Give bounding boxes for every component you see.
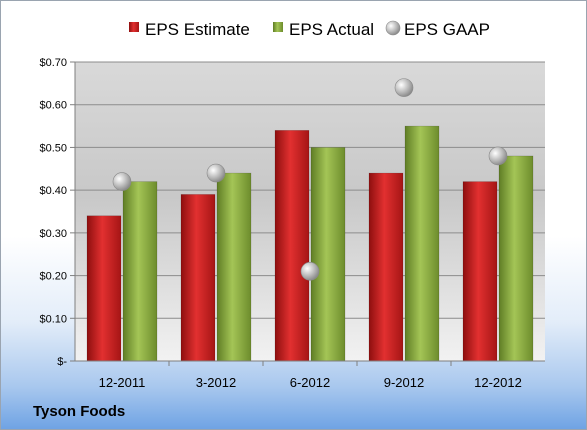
legend: EPS Estimate EPS Actual EPS GAAP	[129, 20, 490, 39]
bar-eps-actual	[216, 172, 252, 362]
point-eps-gaap	[112, 172, 132, 191]
bar-eps-estimate	[462, 181, 498, 362]
company-name: Tyson Foods	[33, 403, 126, 420]
legend-label: EPS Estimate	[145, 20, 250, 39]
legend-swatch-actual	[273, 22, 283, 32]
bar-eps-estimate	[274, 130, 310, 362]
x-axis: 12-2011 3-2012 6-2012 9-2012 12-2012	[75, 360, 545, 390]
x-tick-label: 3-2012	[196, 375, 236, 390]
y-tick-label: $0.70	[39, 57, 67, 69]
y-tick-label: $0.10	[39, 313, 67, 325]
y-axis: $- $0.10 $0.20 $0.30 $0.40 $0.50 $0.60 $0.70	[39, 57, 76, 368]
point-eps-gaap	[300, 261, 320, 281]
bar-eps-actual	[498, 155, 534, 362]
bar-eps-actual	[404, 125, 440, 362]
point-eps-gaap	[206, 163, 226, 183]
y-tick-label: $0.30	[39, 228, 67, 240]
bar-eps-actual	[310, 147, 346, 362]
bar-eps-actual	[122, 181, 158, 362]
point-eps-gaap	[488, 146, 508, 166]
legend-label: EPS Actual	[289, 20, 374, 39]
y-tick-label: $-	[57, 356, 67, 368]
legend-label: EPS GAAP	[404, 20, 490, 39]
bar-eps-estimate	[86, 215, 122, 362]
x-tick-label: 9-2012	[384, 375, 424, 390]
legend-swatch-estimate	[129, 22, 139, 32]
x-tick-label: 12-2011	[99, 375, 146, 390]
y-tick-label: $0.60	[39, 100, 67, 112]
x-tick-label: 12-2012	[474, 375, 522, 390]
gaap-points	[112, 78, 508, 281]
bar-eps-estimate	[368, 172, 404, 362]
x-tick-label: 6-2012	[290, 375, 330, 390]
y-tick-label: $0.40	[39, 185, 67, 197]
legend-swatch-gaap	[385, 20, 401, 36]
y-tick-label: $0.50	[39, 142, 67, 154]
bars	[86, 125, 534, 362]
point-eps-gaap	[394, 78, 414, 97]
y-tick-label: $0.20	[39, 271, 67, 283]
bar-eps-estimate	[180, 194, 216, 362]
